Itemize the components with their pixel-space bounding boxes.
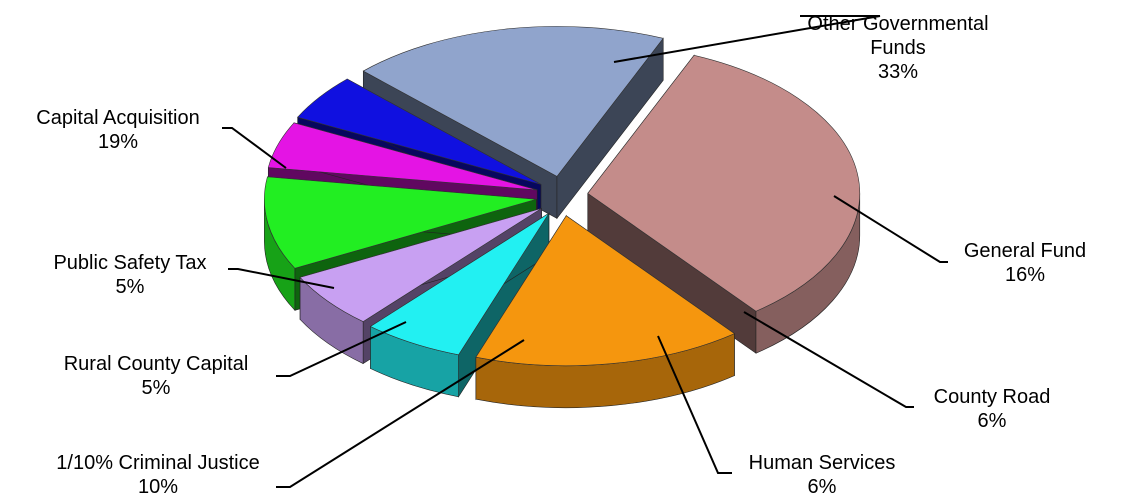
pie-slices	[264, 26, 861, 409]
leader-lines	[222, 15, 948, 488]
slice-county-road	[369, 212, 550, 398]
leader-line-county-road	[743, 311, 914, 408]
slice-percent-human-services: 6%	[808, 476, 837, 498]
slice-name-general-fund: General Fund	[964, 240, 1086, 262]
slice-name-county-road: County Road	[934, 386, 1051, 408]
slice-top-1-10-criminal-justice	[264, 176, 537, 269]
slice-percent-capital-acquisition: 19%	[98, 131, 138, 153]
leader-line-rural-county-capital	[276, 321, 407, 377]
slice-percent-public-safety-tax: 5%	[116, 276, 145, 298]
slice-top-public-safety-tax	[297, 78, 542, 185]
slice-top-rural-county-capital	[267, 122, 538, 191]
slice-percent-1-10-criminal-justice: 10%	[138, 476, 178, 498]
slice-top-other-governmental-funds	[587, 54, 861, 312]
slice-top-general-fund	[475, 215, 736, 367]
leader-line-capital-acquisition	[222, 127, 287, 169]
slice-name-rural-county-capital: Rural County Capital	[64, 353, 249, 375]
leader-line-public-safety-tax	[228, 268, 335, 289]
slice-general-fund	[475, 214, 736, 409]
slice-top-county-road	[369, 213, 550, 356]
slice-name-other-governmental-funds-1: Funds	[870, 37, 926, 59]
slice-top-capital-acquisition	[362, 26, 664, 177]
slice-percent-county-road: 6%	[978, 410, 1007, 432]
slice-name-capital-acquisition: Capital Acquisition	[36, 107, 199, 129]
slice-percent-general-fund: 16%	[1005, 264, 1045, 286]
leader-line-1-10-criminal-justice	[276, 339, 525, 488]
leader-line-other-governmental-funds	[613, 15, 881, 63]
slice-name-human-services: Human Services	[749, 452, 896, 474]
slice-other-governmental-funds	[587, 54, 861, 354]
slice-percent-rural-county-capital: 5%	[142, 377, 171, 399]
slice-name-1-10-criminal-justice: 1/10% Criminal Justice	[56, 452, 259, 474]
slice-name-other-governmental-funds-0: Other Governmental	[807, 13, 988, 35]
slice-name-public-safety-tax: Public Safety Tax	[53, 252, 206, 274]
leader-line-human-services	[657, 335, 732, 474]
slice-percent-other-governmental-funds: 33%	[878, 61, 918, 83]
leader-line-general-fund	[833, 195, 948, 263]
slice-top-human-services	[299, 208, 542, 322]
